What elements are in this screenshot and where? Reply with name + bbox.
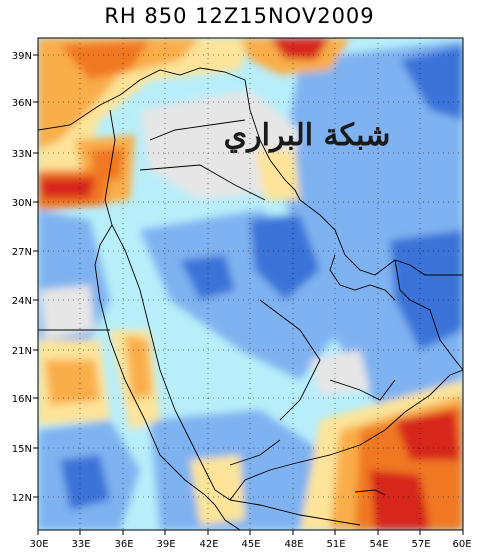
y-tick-label: 16N bbox=[12, 394, 32, 405]
field-verydry-2 bbox=[390, 230, 463, 350]
field-wet-nw bbox=[60, 40, 150, 80]
y-tick-label: 33N bbox=[12, 149, 32, 160]
y-tick-label: 36N bbox=[12, 98, 32, 109]
field-verywet-se-1 bbox=[395, 410, 460, 460]
grid bbox=[38, 38, 463, 530]
x-tick-label: 36E bbox=[114, 539, 133, 550]
x-tick-label: 45E bbox=[241, 539, 260, 550]
y-tick-label: 39N bbox=[12, 51, 32, 62]
field-verydry-sw bbox=[60, 455, 110, 510]
field-moist-iraq bbox=[255, 150, 300, 200]
y-tick-label: 21N bbox=[12, 346, 32, 357]
map-title: RH 850 12Z15NOV2009 bbox=[104, 4, 375, 28]
y-tick-label: 24N bbox=[12, 296, 32, 307]
watermark: شبكة البراري bbox=[223, 118, 391, 153]
field-verydry-4 bbox=[180, 255, 235, 300]
field-moist-horn bbox=[190, 455, 245, 525]
y-tick-label: 30N bbox=[12, 198, 32, 209]
field-verywet-sinai bbox=[40, 178, 95, 198]
x-tick-label: 48E bbox=[284, 539, 303, 550]
field-verywet-north bbox=[270, 38, 330, 60]
field-moisthigh-west bbox=[45, 360, 100, 405]
field-verydry-1 bbox=[250, 215, 320, 300]
field-moisthigh-redsea bbox=[125, 335, 152, 400]
tick-marks bbox=[33, 54, 464, 535]
y-tick-label: 27N bbox=[12, 247, 32, 258]
y-tick-label: 15N bbox=[12, 444, 32, 455]
field-verywet-se-2 bbox=[370, 470, 430, 530]
x-tick-label: 39E bbox=[156, 539, 175, 550]
y-tick-label: 12N bbox=[12, 493, 32, 504]
x-tick-label: 33E bbox=[71, 539, 90, 550]
field-neutral-3 bbox=[310, 350, 370, 395]
x-tick-label: 30E bbox=[29, 539, 48, 550]
x-tick-label: 57E bbox=[411, 539, 430, 550]
field-neutral-2 bbox=[40, 285, 95, 340]
x-tick-label: 51E bbox=[326, 539, 345, 550]
field-verydry-3 bbox=[400, 45, 463, 120]
x-tick-label: 42E bbox=[199, 539, 218, 550]
x-tick-label: 60E bbox=[452, 539, 471, 550]
x-tick-label: 54E bbox=[369, 539, 388, 550]
